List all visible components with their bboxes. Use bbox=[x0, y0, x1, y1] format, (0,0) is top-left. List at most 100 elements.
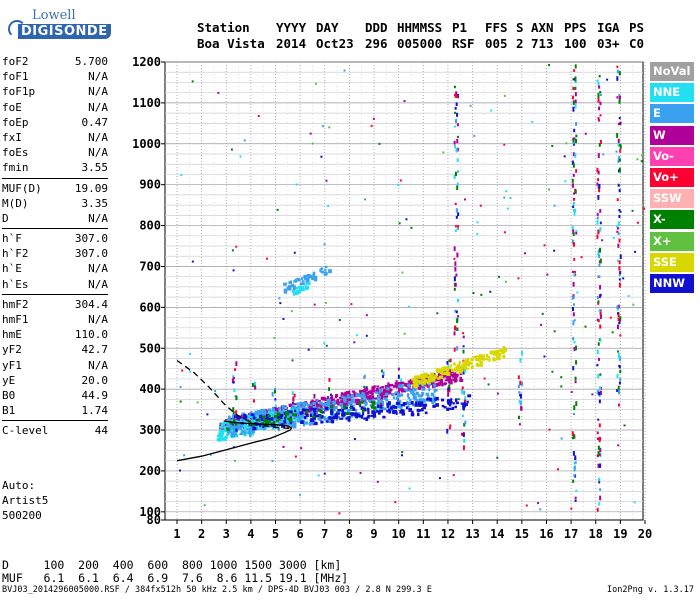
echo-dot bbox=[525, 504, 528, 507]
echo-dot-x- bbox=[343, 405, 346, 409]
echo-column-dot bbox=[599, 339, 602, 342]
echo-dot-sse bbox=[446, 372, 451, 376]
echo-dot-e bbox=[301, 401, 304, 405]
echo-dot-w bbox=[369, 390, 373, 395]
echo-dot-nnw bbox=[233, 415, 238, 419]
echo-dot-nne bbox=[284, 406, 288, 409]
echo-column-dot bbox=[573, 347, 576, 352]
echo-dot-sse bbox=[479, 360, 483, 363]
echo-dot bbox=[602, 153, 605, 156]
echo-dot-e bbox=[227, 431, 230, 435]
echo-dot-w bbox=[315, 403, 320, 406]
echo-dot-e bbox=[261, 411, 265, 416]
autoscaling-info: Auto: Artist5 500200 bbox=[2, 478, 48, 523]
echo-dot-e bbox=[377, 392, 380, 396]
echo-dot bbox=[323, 472, 326, 475]
echo-column-dot bbox=[597, 170, 600, 175]
echo-dot bbox=[551, 144, 554, 147]
echo-dot bbox=[551, 370, 554, 373]
echo-dot bbox=[591, 393, 594, 396]
echo-dot-e bbox=[228, 427, 232, 430]
echo-dot-e bbox=[401, 384, 405, 387]
echo-column-dot bbox=[457, 315, 460, 318]
echo-column-dot bbox=[597, 342, 600, 346]
echo-dot-nnw bbox=[236, 415, 241, 420]
header-value-10: 03+ bbox=[597, 36, 620, 51]
y-tick-label: 100 bbox=[139, 505, 161, 519]
header-value-7: 2 bbox=[516, 36, 524, 51]
echo-dot bbox=[564, 180, 567, 183]
echo-dot-nnw bbox=[371, 410, 376, 414]
echo-dot bbox=[541, 312, 544, 315]
param-row: foEp 0.47 bbox=[2, 115, 112, 130]
y-tick-label: 1200 bbox=[132, 55, 161, 69]
echo-dot-w bbox=[365, 395, 370, 399]
echo-column-dot bbox=[518, 423, 521, 426]
echo-dot bbox=[457, 398, 460, 401]
echo-dot-sse bbox=[463, 360, 466, 365]
param-row: hmF2 304.4 bbox=[2, 297, 112, 312]
echo-column-dot bbox=[618, 188, 621, 193]
echo-dot-sse bbox=[496, 355, 500, 359]
echo-dot bbox=[553, 249, 556, 252]
echo-dot-e bbox=[433, 389, 438, 392]
echo-dot-e bbox=[282, 412, 285, 416]
echo-column-dot bbox=[573, 141, 576, 145]
echo-column-dot bbox=[573, 461, 576, 465]
echo-dot-e bbox=[378, 388, 383, 393]
echo-dot-e bbox=[280, 417, 283, 422]
echo-dot bbox=[370, 124, 373, 127]
echo-column-dot bbox=[274, 398, 277, 401]
echo-dot-nnw bbox=[352, 407, 356, 411]
echo-dot-w bbox=[371, 395, 375, 400]
echo-dot-e bbox=[313, 275, 318, 280]
echo-dot bbox=[180, 174, 183, 177]
echo-column-dot bbox=[455, 208, 458, 213]
echo-dot-e bbox=[360, 395, 365, 399]
echo-dot-e bbox=[275, 424, 279, 428]
echo-dot-nnw bbox=[283, 420, 287, 424]
echo-dot-e bbox=[397, 392, 400, 396]
echo-dot bbox=[436, 312, 439, 315]
echo-dot-nnw bbox=[386, 409, 390, 413]
echo-dot-nnw bbox=[267, 417, 272, 421]
echo-dot-e bbox=[382, 407, 387, 411]
echo-column-dot bbox=[574, 138, 577, 144]
echo-dot-nnw bbox=[419, 409, 423, 412]
echo-column-dot bbox=[617, 304, 620, 309]
echo-dot-w bbox=[382, 391, 386, 395]
echo-dot-x- bbox=[263, 420, 266, 423]
echo-dot-nnw bbox=[420, 401, 424, 405]
echo-column-dot bbox=[574, 499, 577, 502]
echo-dot-nne bbox=[297, 286, 301, 289]
echo-dot-x- bbox=[345, 412, 350, 416]
echo-dot-w bbox=[452, 373, 455, 377]
echo-column-dot bbox=[381, 369, 384, 373]
echo-dot bbox=[179, 400, 182, 403]
echo-dot-e bbox=[232, 426, 236, 430]
echo-column-dot bbox=[596, 220, 599, 225]
x-tick-label: 8 bbox=[346, 527, 353, 541]
echo-dot-e bbox=[288, 286, 292, 291]
header-label-7: S bbox=[516, 20, 524, 35]
echo-column-dot bbox=[573, 242, 576, 247]
echo-column-dot bbox=[618, 381, 621, 385]
echo-dot-nnw bbox=[446, 407, 450, 411]
echo-dot bbox=[183, 454, 186, 457]
echo-dot bbox=[632, 303, 635, 306]
echo-dot-sse bbox=[488, 358, 491, 362]
echo-column-dot bbox=[599, 386, 602, 391]
echo-dot-nnw bbox=[386, 404, 389, 409]
echo-dot-e bbox=[395, 396, 399, 401]
echo-column-dot bbox=[572, 100, 575, 105]
echo-dot bbox=[243, 139, 246, 142]
echo-column-dot bbox=[574, 92, 577, 97]
echo-dot bbox=[311, 142, 314, 145]
echo-column-dot bbox=[573, 210, 576, 216]
echo-column-dot bbox=[571, 178, 574, 183]
echo-column-dot bbox=[571, 183, 574, 188]
echo-dot-e bbox=[413, 387, 417, 392]
echo-dot-e bbox=[374, 391, 379, 394]
echo-column-dot bbox=[617, 353, 620, 358]
echo-column-dot bbox=[617, 307, 620, 311]
